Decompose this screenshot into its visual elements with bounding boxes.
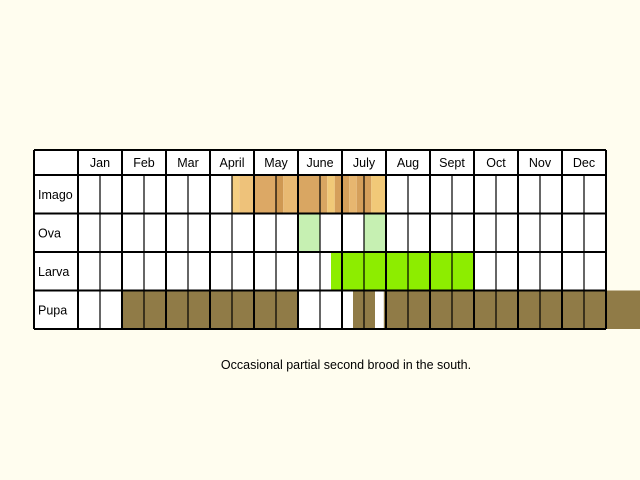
stage-label-pupa: Pupa xyxy=(38,303,67,317)
month-label-may: May xyxy=(264,156,288,170)
month-label-nov: Nov xyxy=(529,156,552,170)
stage-fills xyxy=(34,150,640,329)
month-label-july: July xyxy=(353,156,376,170)
stage-segment-imago-2 xyxy=(254,175,276,214)
stage-segment-imago-5 xyxy=(298,175,328,214)
stage-segment-larva-0 xyxy=(331,252,474,291)
month-label-oct: Oct xyxy=(486,156,506,170)
stage-label-ova: Ova xyxy=(38,226,61,240)
stage-segment-ova-1 xyxy=(364,213,386,252)
month-label-jan: Jan xyxy=(90,156,110,170)
stage-segment-pupa-2 xyxy=(383,290,640,329)
chart-note: Occasional partial second brood in the s… xyxy=(220,358,472,372)
month-label-june: June xyxy=(306,156,333,170)
month-label-sept: Sept xyxy=(439,156,465,170)
stage-segment-ova-0 xyxy=(298,213,320,252)
stage-segment-imago-6 xyxy=(327,175,335,214)
month-label-aug: Aug xyxy=(397,156,419,170)
stage-label-imago: Imago xyxy=(38,188,73,202)
stage-segment-imago-3 xyxy=(276,175,284,214)
stage-segment-imago-4 xyxy=(283,175,298,214)
stage-segment-imago-0 xyxy=(232,175,240,214)
stage-segment-imago-1 xyxy=(239,175,254,214)
stage-segment-imago-8 xyxy=(349,175,357,214)
stage-label-larva: Larva xyxy=(38,265,69,279)
month-label-april: April xyxy=(219,156,244,170)
stage-segment-imago-10 xyxy=(371,175,386,214)
month-label-mar: Mar xyxy=(177,156,199,170)
month-label-dec: Dec xyxy=(573,156,595,170)
chart-labels: Jan Feb Mar April May June July Aug Sept Oct Nov De… xyxy=(38,156,595,317)
month-label-feb: Feb xyxy=(133,156,155,170)
chart-grid xyxy=(33,149,607,330)
